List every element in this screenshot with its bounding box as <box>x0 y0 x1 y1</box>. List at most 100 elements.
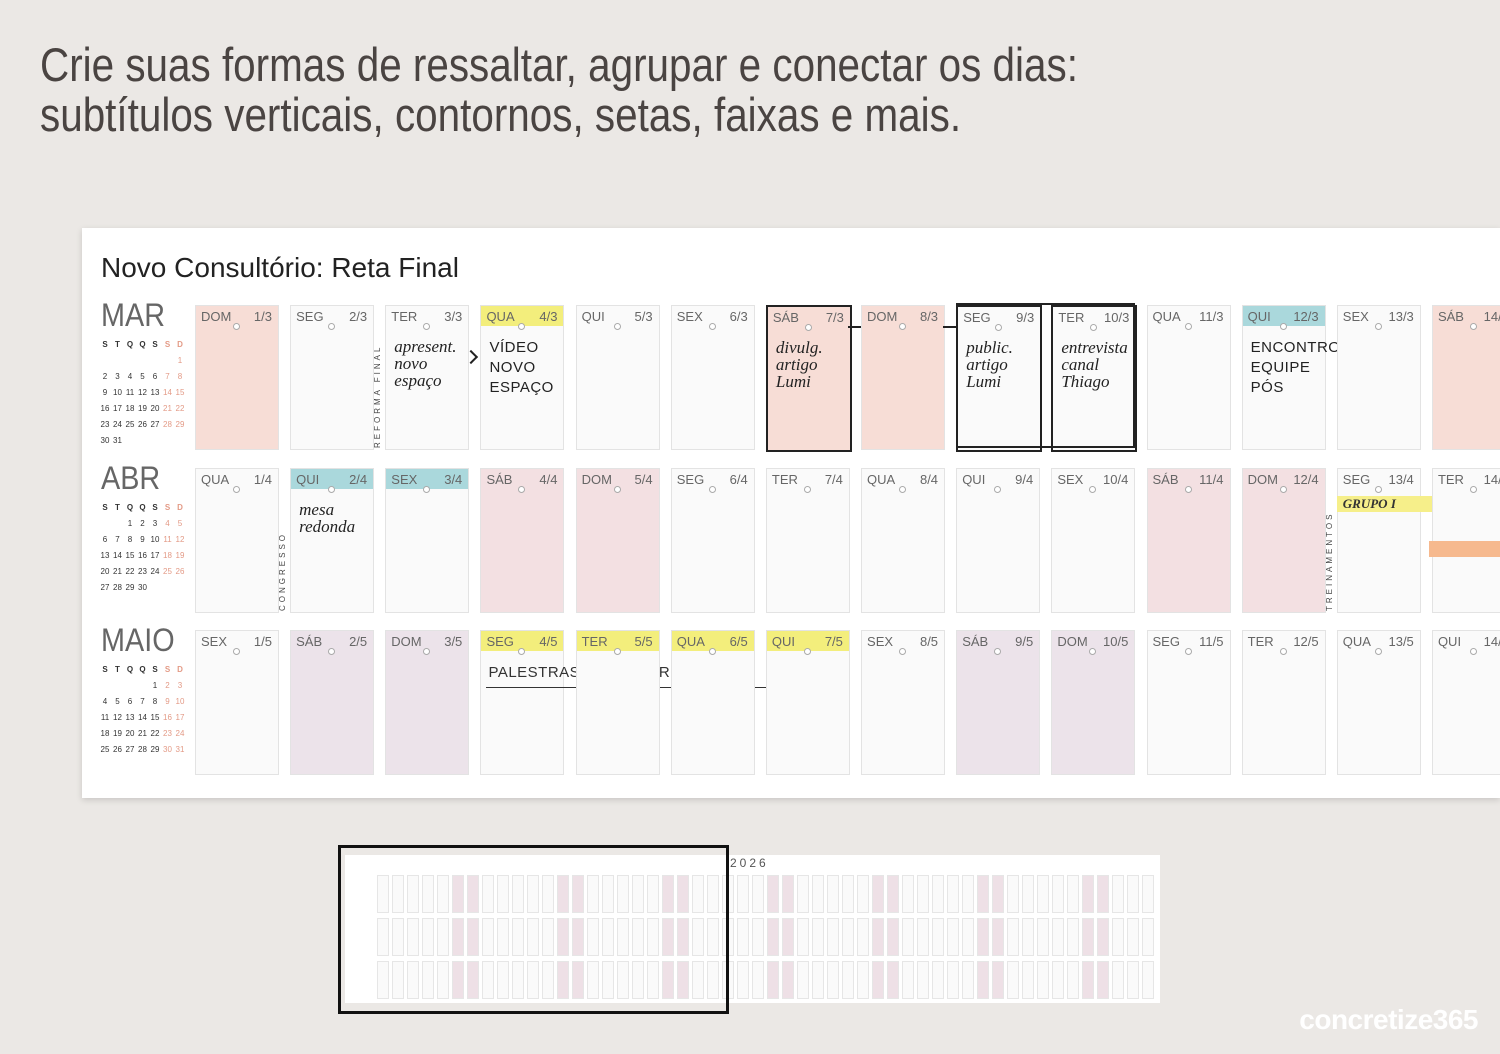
outline-group <box>956 303 1136 448</box>
day-header: SEG 9/3 <box>958 307 1040 327</box>
header-dot <box>518 486 526 493</box>
day-header: SEG 6/4 <box>672 469 754 489</box>
mini-weekday: S <box>102 503 108 512</box>
thumb-cell <box>1082 875 1094 913</box>
day-date: 13/4 <box>1388 472 1414 487</box>
thumb-cell <box>452 875 464 913</box>
header-dot <box>518 323 526 330</box>
day-weekday: QUI <box>581 309 605 324</box>
thumb-cell <box>527 875 539 913</box>
thumb-cell <box>617 918 629 956</box>
thumb-cell <box>662 875 674 913</box>
day-header: SEX 8/5 <box>862 631 944 651</box>
mini-day: 28 <box>138 745 147 754</box>
thumb-cell <box>977 918 989 956</box>
thumb-cell <box>557 918 569 956</box>
header-dot <box>1090 324 1098 331</box>
mini-day: 16 <box>138 551 147 560</box>
mini-weekday: S <box>164 340 171 349</box>
day-header: SÁB 4/4 <box>481 469 563 489</box>
header-dot <box>1184 323 1192 330</box>
mini-day: 6 <box>102 535 108 544</box>
header-dot <box>1279 323 1287 330</box>
header-dot <box>233 648 240 655</box>
thumb-cell <box>632 961 644 999</box>
day-note: NOVO <box>489 359 536 376</box>
mini-day: 20 <box>150 404 160 413</box>
headline-line: Crie suas formas de ressaltar, agrupar e… <box>40 38 1078 91</box>
day-date: 5/4 <box>634 472 653 487</box>
day-date: 4/5 <box>539 634 558 649</box>
headline-line: subtítulos verticais, contornos, setas, … <box>40 88 962 141</box>
mini-day: 1 <box>152 681 158 690</box>
day-note: public. <box>966 338 1013 357</box>
day-note: artigo <box>775 355 818 374</box>
mini-day: 30 <box>163 745 172 754</box>
thumb-cell <box>482 961 494 999</box>
day-header: QUI 9/4 <box>957 469 1039 489</box>
band-label: GRUPO I <box>1342 496 1396 511</box>
thumb-cell <box>1112 961 1124 999</box>
thumb-cell <box>782 918 794 956</box>
day-header: DOM 3/5 <box>386 631 468 651</box>
mini-day: 16 <box>100 404 110 413</box>
header-dot <box>423 486 431 493</box>
thumb-cell <box>662 918 674 956</box>
mini-weekday: S <box>164 503 171 512</box>
mini-weekday: Q <box>126 340 134 349</box>
thumb-cell <box>887 961 899 999</box>
mini-day: 31 <box>175 745 185 754</box>
thumb-cell <box>737 918 749 956</box>
thumb-cell <box>782 875 794 913</box>
day-header: SEX 10/4 <box>1052 469 1134 489</box>
thumb-cell <box>1082 961 1094 999</box>
day-weekday: QUA <box>486 309 515 324</box>
mini-day: 5 <box>140 372 145 381</box>
header-dot <box>1469 323 1477 330</box>
thumb-cell <box>692 875 704 913</box>
day-cell: QUI 14/5 <box>1431 630 1500 775</box>
day-header: QUA 13/5 <box>1338 631 1420 651</box>
mini-weekday: Q <box>126 503 134 512</box>
mini-day: 25 <box>100 745 110 754</box>
thumb-cell <box>917 918 929 956</box>
thumb-cell <box>767 875 779 913</box>
day-weekday: SEG <box>1342 472 1371 487</box>
thumb-cell <box>602 961 614 999</box>
day-weekday: DOM <box>201 309 232 324</box>
day-cell: QUI 7/5 <box>765 630 850 775</box>
thumb-cell <box>1037 918 1049 956</box>
day-weekday: SEX <box>1057 472 1084 487</box>
thumb-cell <box>452 918 464 956</box>
thumb-cell <box>872 875 884 913</box>
day-cell: TER 5/5 <box>575 630 660 775</box>
thumb-cell <box>797 875 809 913</box>
thumb-cell <box>932 961 944 999</box>
mini-day: 7 <box>115 535 120 544</box>
thumb-cell <box>512 961 524 999</box>
thumb-cell <box>497 875 509 913</box>
day-cell: SEX 6/3 <box>670 305 755 450</box>
day-weekday: DOM <box>1247 472 1278 487</box>
thumb-cell <box>557 961 569 999</box>
thumb-cell <box>512 875 524 913</box>
day-weekday: QUI <box>962 472 986 487</box>
mini-day: 15 <box>150 713 160 722</box>
overview-thumbnail: 2026 <box>345 855 1160 1003</box>
mini-weekday: S <box>102 340 108 349</box>
thumb-cell <box>572 961 584 999</box>
day-weekday: DOM <box>867 309 898 324</box>
thumb-cell <box>617 875 629 913</box>
day-header: QUI 2/4 <box>291 469 374 489</box>
thumb-cell <box>647 961 659 999</box>
mini-day: 10 <box>113 388 122 397</box>
thumb-cell <box>1052 961 1064 999</box>
mini-day: 29 <box>150 745 160 754</box>
header-dot <box>1374 486 1382 493</box>
day-header: SEX 1/5 <box>196 631 278 651</box>
thumb-cell <box>1127 875 1139 913</box>
thumb-cell <box>827 918 839 956</box>
day-header: DOM 12/4 <box>1243 469 1325 489</box>
day-date: 6/4 <box>729 472 748 487</box>
